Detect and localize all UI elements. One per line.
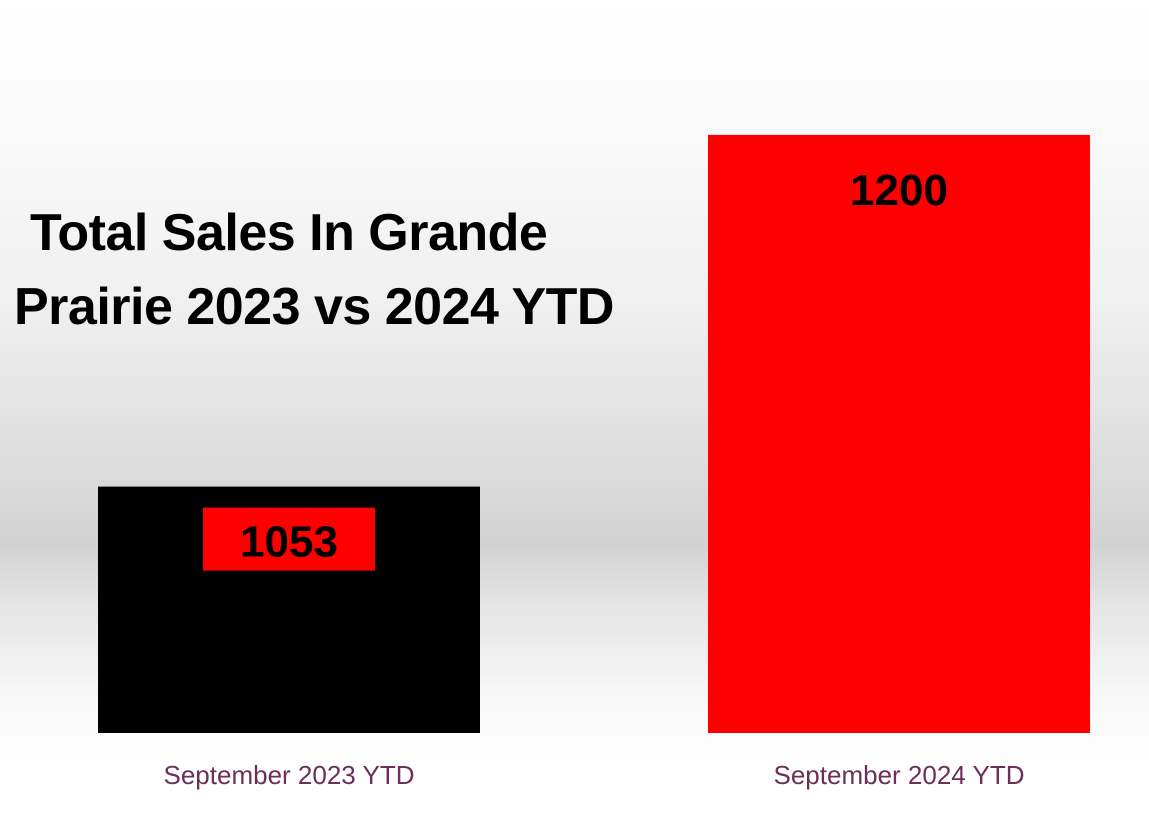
chart-title: Total Sales In Grande Prairie 2023 vs 20… (14, 204, 614, 336)
data-label-2: 1200 (850, 166, 948, 215)
data-label-1: 1053 (240, 518, 338, 567)
category-label-1: September 2023 YTD (164, 760, 415, 790)
bar-2 (708, 134, 1090, 733)
category-label-2: September 2024 YTD (774, 760, 1025, 790)
labels-group: 1053 September 2023 YTD 1200 September 2024… (164, 166, 1025, 790)
data-label-box-1 (203, 507, 375, 571)
bars-group (98, 134, 1090, 733)
